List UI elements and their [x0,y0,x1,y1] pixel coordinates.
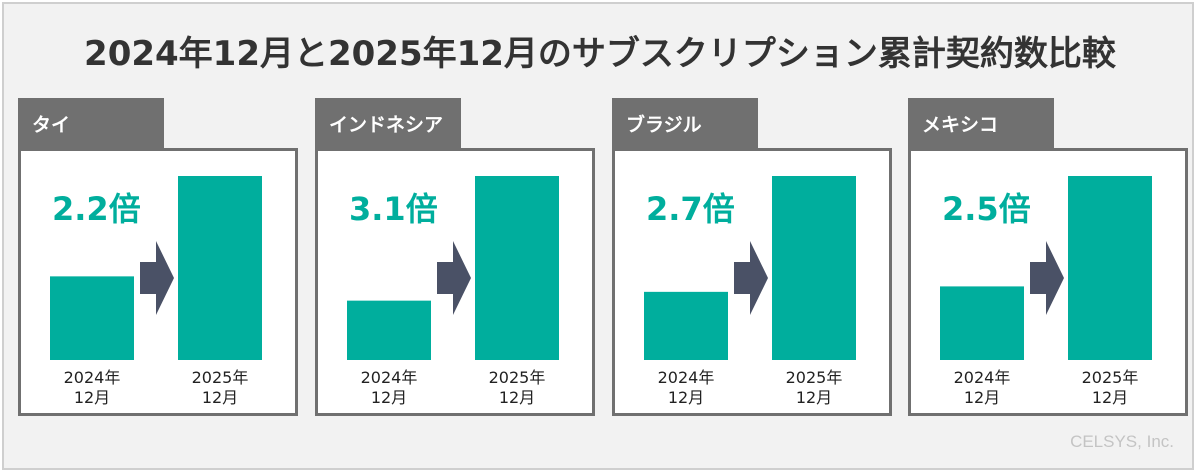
ratio-label: 2.2倍 [52,190,141,228]
x-tick-label: 12月 [1092,388,1128,407]
country-panel: ブラジル 2024年 12月 2025年 12月 2.7倍 [612,98,892,416]
country-tab: メキシコ [908,98,1054,148]
right-arrow-icon [140,241,174,315]
x-tick-label: 12月 [499,388,535,407]
bar-2025 [772,176,856,360]
country-tab: ブラジル [612,98,758,148]
ratio-label: 2.7倍 [646,190,735,228]
country-panel: タイ 2024年 12月 2025年 12月 2.2倍 [18,98,298,416]
right-arrow-icon [1030,241,1064,315]
x-tick-label: 2024年 [64,368,121,387]
x-tick-label: 12月 [371,388,407,407]
right-arrow-icon [437,241,471,315]
x-tick-label: 2025年 [192,368,249,387]
x-tick-label: 2025年 [489,368,546,387]
bar-2024 [50,276,134,360]
x-tick-label: 12月 [202,388,238,407]
right-arrow-icon [734,241,768,315]
bar-2024 [347,300,431,360]
bar-2024 [644,291,728,360]
ratio-label: 3.1倍 [349,190,438,228]
x-tick-label: 12月 [964,388,1000,407]
bar-2025 [475,176,559,360]
country-panel: インドネシア 2024年 12月 2025年 12月 3.1倍 [315,98,595,416]
ratio-label: 2.5倍 [942,190,1031,228]
x-tick-label: 12月 [796,388,832,407]
x-tick-label: 2024年 [954,368,1011,387]
bar-2025 [1068,176,1152,360]
chart-title: 2024年12月と2025年12月のサブスクリプション累計契約数比較 [84,34,1116,74]
x-tick-label: 2025年 [786,368,843,387]
credit-text: CELSYS, Inc. [1070,432,1174,451]
country-tab: インドネシア [315,98,461,148]
country-tab: タイ [18,98,164,148]
x-tick-label: 2025年 [1082,368,1139,387]
x-tick-label: 2024年 [361,368,418,387]
x-tick-label: 12月 [74,388,110,407]
x-tick-label: 2024年 [658,368,715,387]
x-tick-label: 12月 [668,388,704,407]
bar-2024 [940,286,1024,360]
bar-2025 [178,176,262,360]
country-panel: メキシコ 2024年 12月 2025年 12月 2.5倍 [908,98,1188,416]
